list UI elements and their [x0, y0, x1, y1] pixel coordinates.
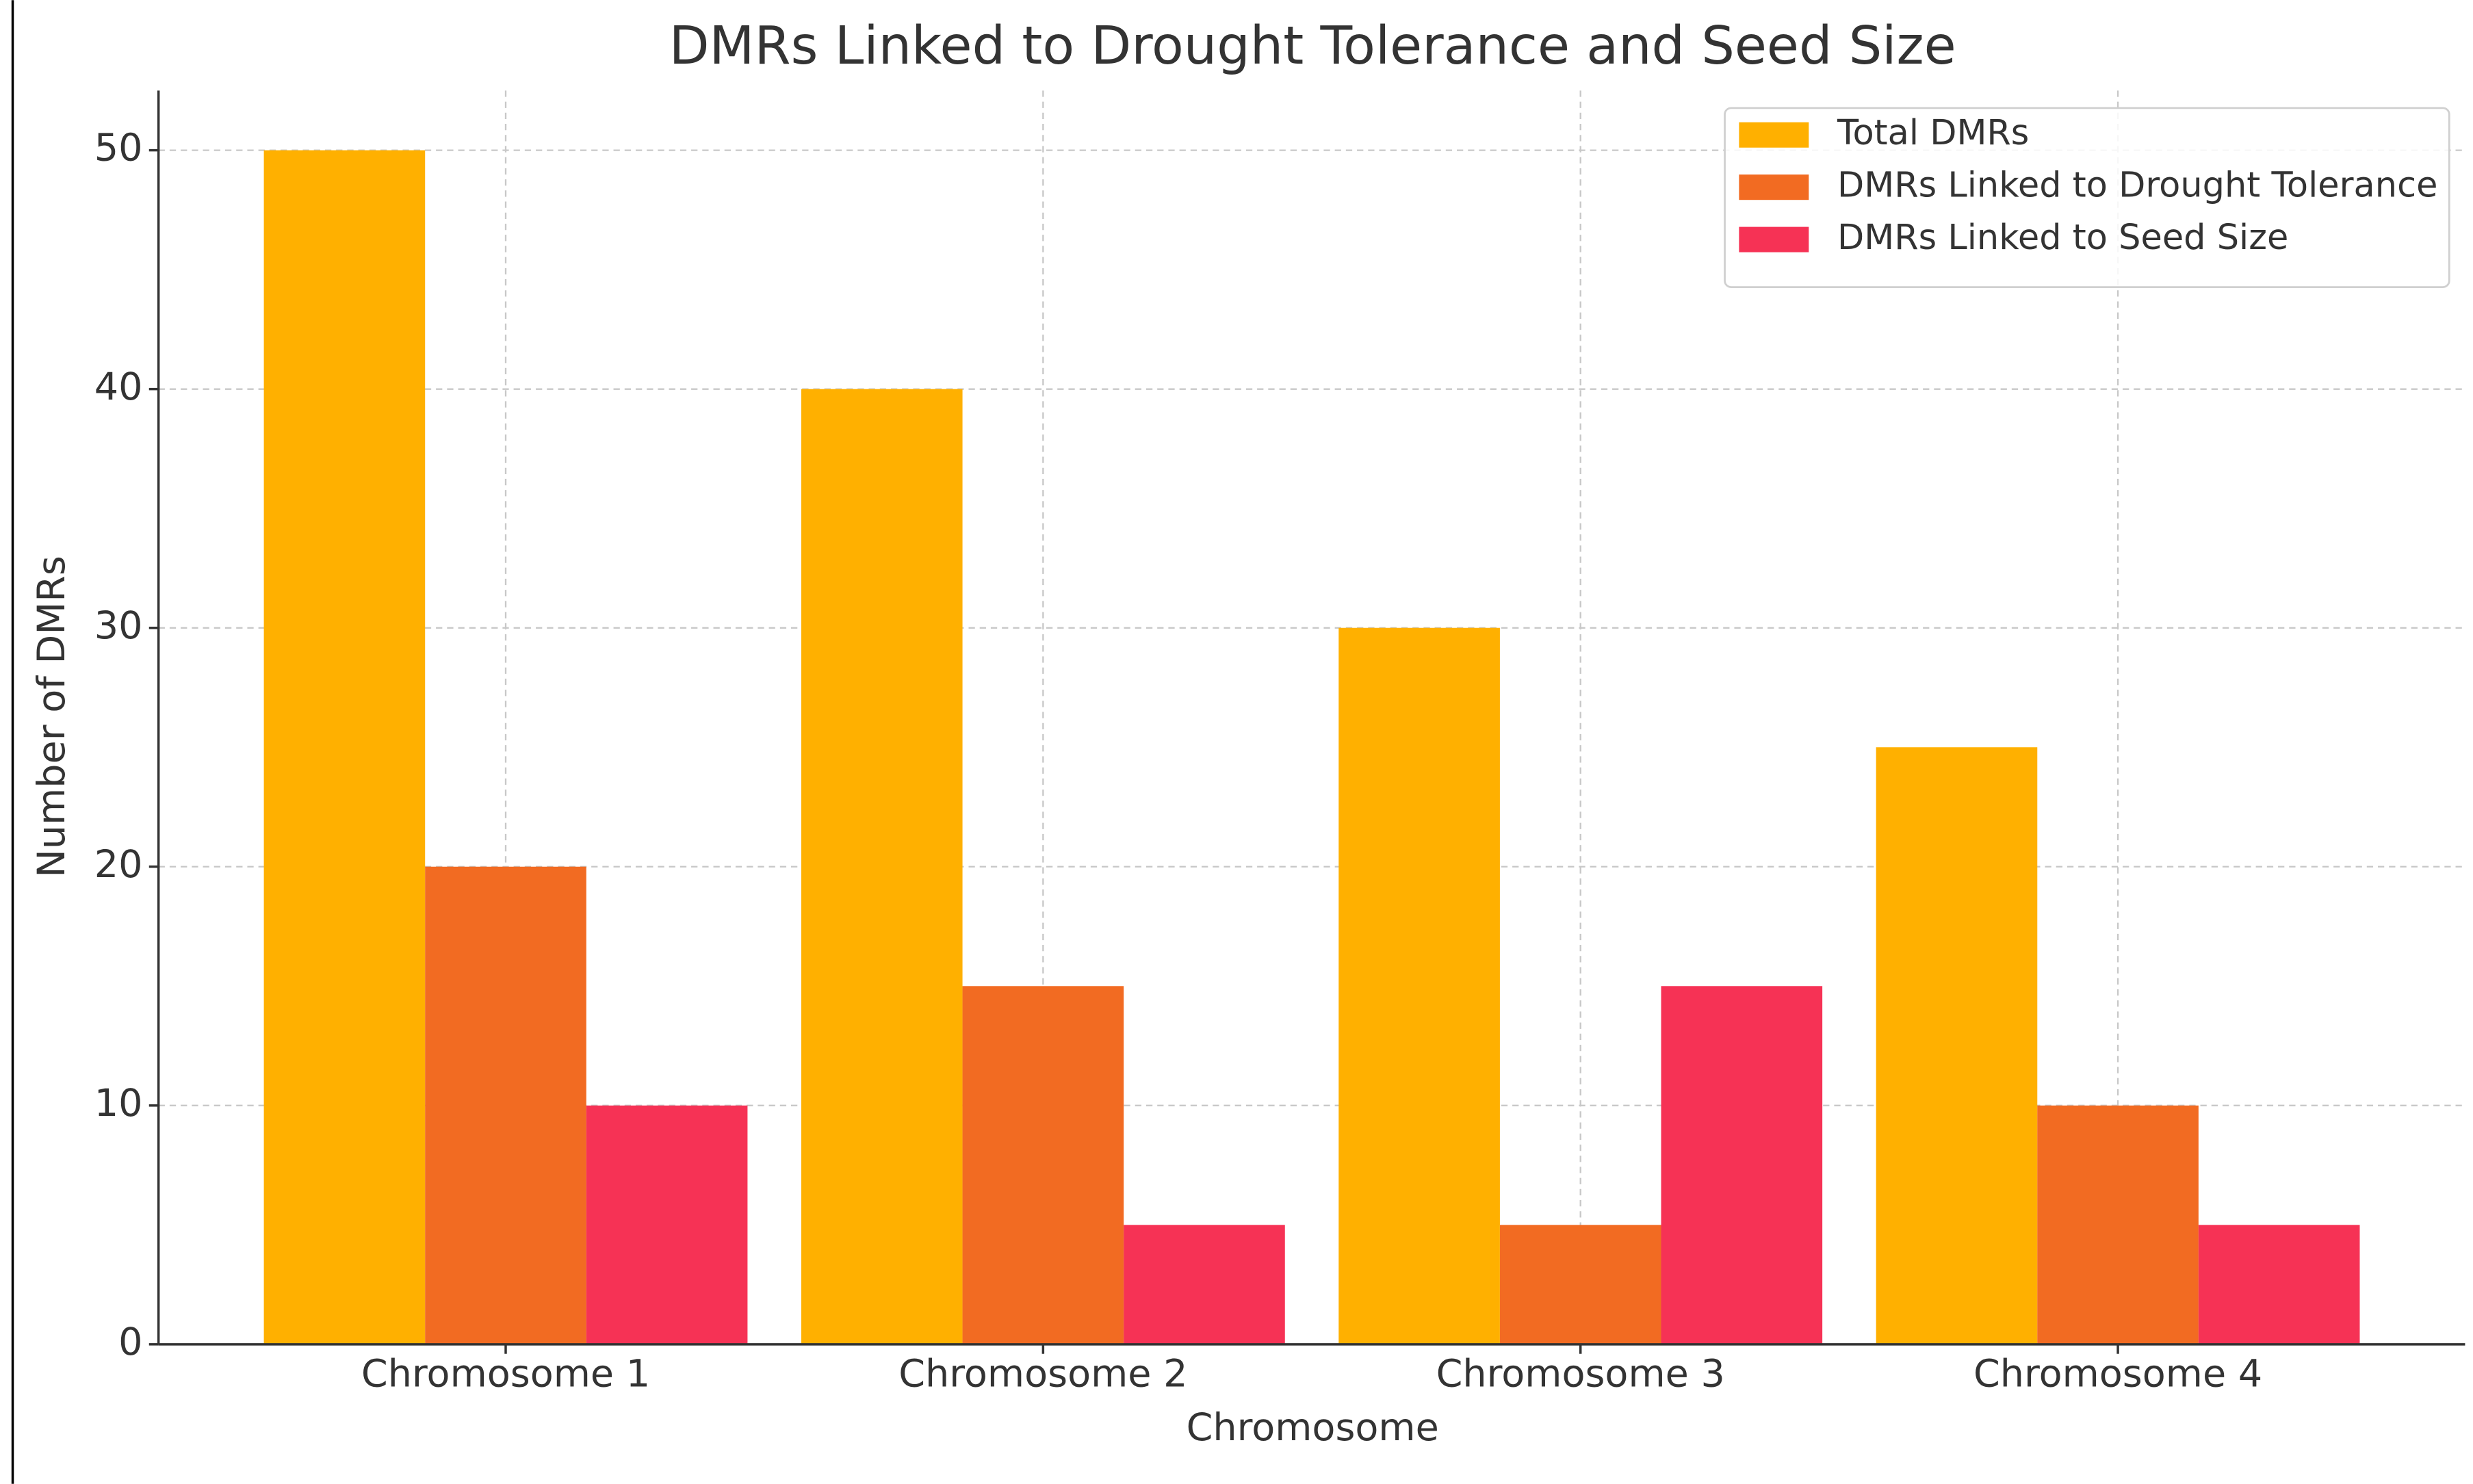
bar [1338, 627, 1500, 1344]
bar [1499, 1225, 1661, 1344]
bar [1661, 986, 1823, 1344]
y-tick-label: 0 [118, 1320, 142, 1364]
legend-label: DMRs Linked to Drought Tolerance [1837, 166, 2437, 206]
legend-swatch [1739, 174, 1809, 200]
bar [1124, 1225, 1285, 1344]
legend-swatch [1739, 226, 1809, 252]
legend-swatch [1739, 122, 1809, 148]
x-tick-label: Chromosome 3 [1436, 1351, 1725, 1396]
legend: Total DMRs DMRs Linked to Drought Toleran… [1724, 107, 2450, 289]
y-tick-label: 10 [94, 1081, 143, 1125]
bar [1876, 747, 2038, 1344]
y-tick-label: 30 [94, 603, 143, 648]
chart-title: DMRs Linked to Drought Tolerance and See… [669, 16, 1956, 77]
x-axis-label: Chromosome [1187, 1405, 1439, 1450]
bar [962, 986, 1124, 1344]
bar [425, 866, 586, 1344]
bar [263, 150, 426, 1344]
bar [801, 389, 963, 1344]
bar [586, 1105, 748, 1344]
axes: 0 10 20 30 40 50 Chromosome 1 Chromosome 2 Chrom… [94, 90, 2465, 1396]
bars [263, 150, 2360, 1344]
bar [2037, 1105, 2199, 1344]
x-tick-label: Chromosome 4 [1973, 1351, 2262, 1396]
y-axis-label: Number of DMRs [29, 556, 74, 878]
y-tick-label: 20 [94, 842, 143, 887]
bar [2198, 1225, 2360, 1344]
y-tick-label: 50 [94, 126, 143, 170]
legend-box [1724, 107, 2450, 289]
x-tick-label: Chromosome 1 [361, 1351, 650, 1396]
x-tick-label: Chromosome 2 [898, 1351, 1187, 1396]
legend-label: DMRs Linked to Seed Size [1837, 218, 2288, 258]
y-tick-label: 40 [94, 365, 143, 409]
legend-label: Total DMRs [1837, 113, 2029, 153]
